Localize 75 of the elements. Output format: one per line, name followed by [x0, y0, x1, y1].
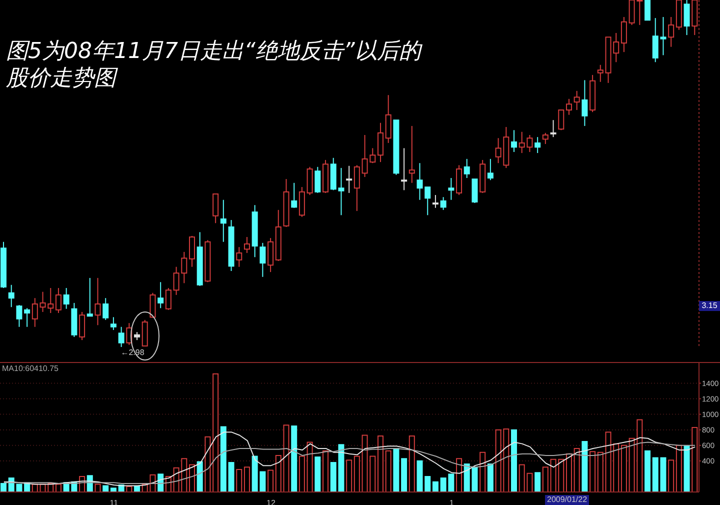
- candlestick: [32, 298, 38, 328]
- bar: [385, 450, 392, 492]
- candlestick: [236, 246, 242, 268]
- bar: [582, 440, 588, 492]
- bar: [668, 460, 674, 492]
- bar: [542, 466, 548, 492]
- bar: [291, 425, 298, 492]
- bar: [94, 484, 101, 492]
- bar: [236, 468, 242, 492]
- candlestick: [620, 16, 627, 53]
- bar: [220, 426, 226, 492]
- bar: [314, 456, 321, 492]
- candlestick: [582, 80, 588, 126]
- line-series: [3, 432, 696, 486]
- bar: [204, 436, 211, 492]
- bar: [298, 456, 305, 492]
- bar: [566, 453, 572, 492]
- bar: [0, 482, 6, 492]
- annotation: MA10:60410.75: [2, 364, 58, 374]
- bar: [408, 436, 415, 492]
- bar: [268, 470, 274, 492]
- text: 图5为08年11月7日走出“绝地反击”以后的股价走势图: [6, 38, 424, 92]
- candlestick: [268, 238, 274, 273]
- bar: [534, 472, 541, 492]
- bar: [676, 444, 682, 492]
- bar: [487, 464, 494, 492]
- candlestick: [385, 94, 392, 144]
- candlestick: [228, 220, 234, 272]
- candlestick: [346, 165, 352, 194]
- bar: [511, 429, 518, 492]
- bar: [55, 484, 62, 492]
- bar: [620, 444, 627, 492]
- candlestick: [8, 284, 14, 308]
- bar: [196, 461, 203, 492]
- candlestick: [668, 16, 674, 48]
- candlestick: [63, 288, 70, 310]
- candlestick: [511, 130, 518, 152]
- bar: [480, 452, 486, 492]
- bar: [692, 427, 698, 492]
- line-series: [3, 442, 696, 484]
- candlestick: [401, 148, 408, 191]
- bar: [393, 448, 400, 492]
- bar: [401, 458, 408, 492]
- bar: [597, 452, 604, 492]
- candlestick: [94, 277, 101, 326]
- bar: [346, 460, 352, 492]
- bar: [590, 451, 596, 492]
- bar: [306, 442, 313, 492]
- candlestick: [377, 122, 384, 163]
- candlestick: [440, 196, 446, 210]
- bar: [134, 486, 140, 492]
- candlestick: [448, 178, 454, 200]
- text: 3.15: [699, 301, 720, 311]
- bar: [574, 448, 580, 492]
- candlestick: [244, 236, 250, 254]
- bar: [456, 458, 462, 492]
- bar: [228, 462, 234, 492]
- candlestick: [252, 204, 258, 258]
- text: 2009/01/22: [545, 495, 590, 505]
- bar: [377, 436, 384, 492]
- bar: [212, 373, 219, 492]
- bar: [432, 481, 438, 492]
- bar: [322, 450, 329, 492]
- bar: [110, 488, 116, 492]
- bar: [644, 450, 651, 492]
- bar: [244, 466, 250, 492]
- candlestick: [220, 199, 226, 242]
- bar: [354, 456, 360, 492]
- candlestick: [534, 136, 541, 154]
- candlestick: [432, 194, 438, 208]
- bar: [102, 485, 109, 492]
- bar: [684, 446, 690, 492]
- bar: [188, 464, 195, 492]
- candlestick: [684, 0, 690, 36]
- candlestick: [408, 125, 415, 184]
